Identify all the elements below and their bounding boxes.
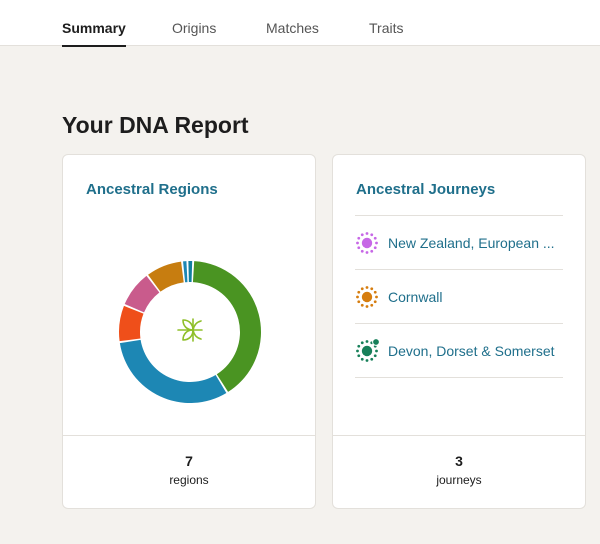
page-title: Your DNA Report <box>62 112 249 138</box>
region-segment-2[interactable] <box>119 339 227 403</box>
regions-count-label: regions <box>169 473 209 487</box>
ancestral-journeys-title[interactable]: Ancestral Journeys <box>356 181 496 198</box>
region-segment-1[interactable] <box>192 261 261 392</box>
journey-item-new-zealand[interactable]: New Zealand, European ... <box>355 216 563 270</box>
regions-summary: 7 regions <box>63 435 315 508</box>
journey-dots-icon <box>356 285 378 308</box>
region-segment-6[interactable] <box>183 261 188 283</box>
tab-bar: Summary Origins Matches Traits <box>0 0 600 47</box>
donut-segments <box>119 261 261 403</box>
tab-origins[interactable]: Origins <box>172 20 217 36</box>
journey-label: New Zealand, European ... <box>388 234 555 251</box>
journey-dots-icon <box>356 231 378 254</box>
ancestral-regions-title[interactable]: Ancestral Regions <box>86 181 218 198</box>
region-segment-3[interactable] <box>119 305 144 342</box>
journeys-summary: 3 journeys <box>333 435 585 508</box>
regions-count: 7 <box>185 453 193 469</box>
journeys-count-label: journeys <box>436 473 482 487</box>
tab-matches[interactable]: Matches <box>266 20 319 36</box>
region-segment-4[interactable] <box>124 275 160 313</box>
journey-item-devon-dorset-somerset[interactable]: Devon, Dorset & Somerset <box>355 324 563 378</box>
journey-dots-icon <box>356 337 380 362</box>
ancestral-regions-card[interactable]: Ancestral Regions 7 regions <box>62 154 316 509</box>
journey-list: New Zealand, European ... Cornwall Devon… <box>355 215 563 378</box>
tab-traits[interactable]: Traits <box>369 20 404 36</box>
ancestral-journeys-card[interactable]: Ancestral Journeys New Zealand, European… <box>332 154 586 509</box>
journey-label: Devon, Dorset & Somerset <box>388 342 555 359</box>
regions-donut-chart[interactable] <box>117 259 263 405</box>
journeys-count: 3 <box>455 453 463 469</box>
badge-dot-icon <box>372 337 380 346</box>
tab-summary[interactable]: Summary <box>62 0 126 47</box>
sprout-icon <box>177 318 203 342</box>
region-segment-5[interactable] <box>148 261 184 292</box>
journey-item-cornwall[interactable]: Cornwall <box>355 270 563 324</box>
journey-label: Cornwall <box>388 288 443 305</box>
region-segment-7[interactable] <box>188 261 193 283</box>
